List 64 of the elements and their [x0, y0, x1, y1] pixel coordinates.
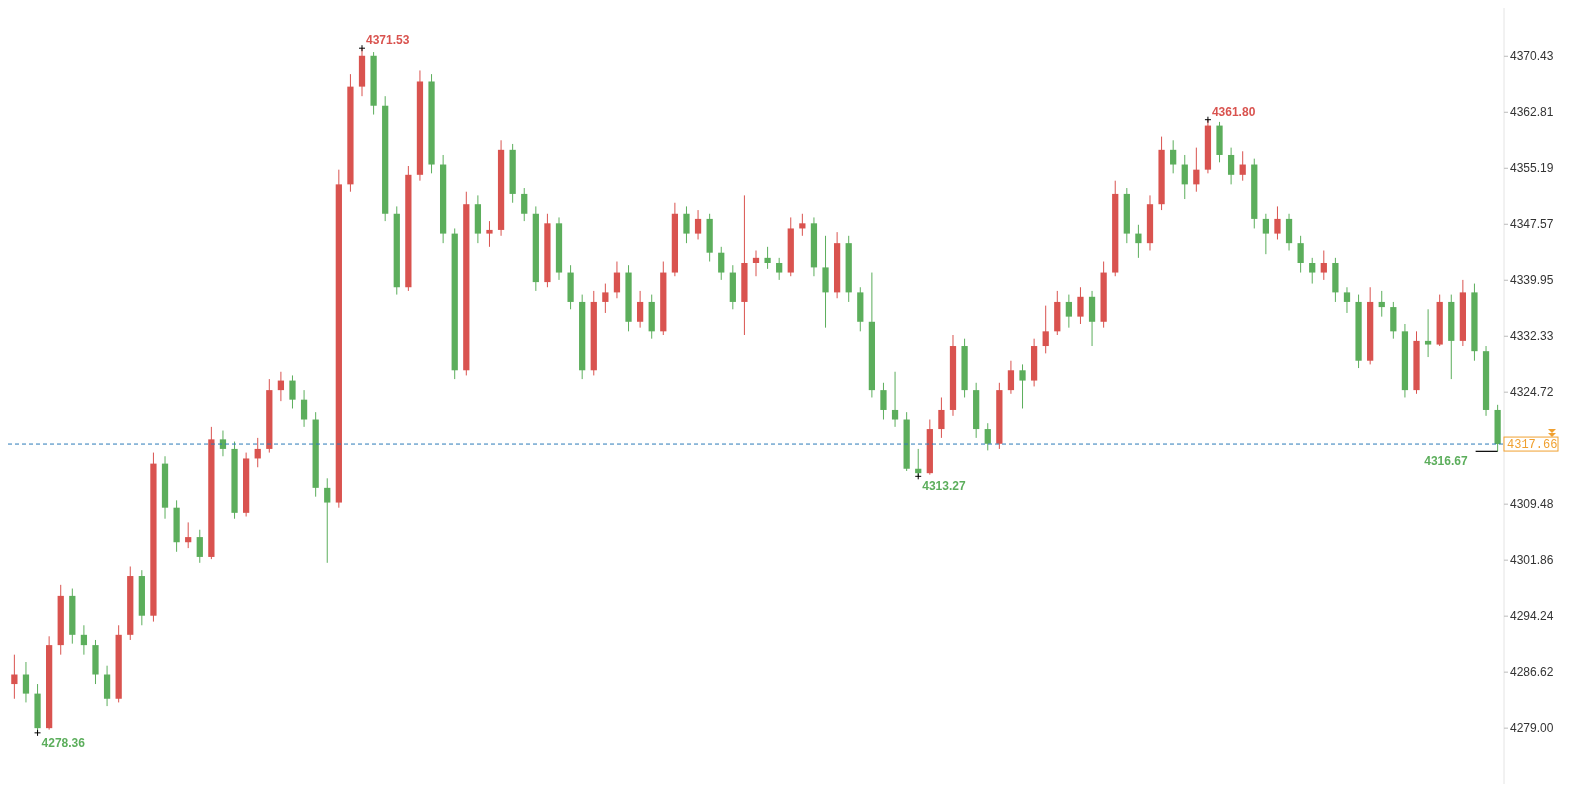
y-tick-label: 4339.95 — [1510, 273, 1554, 288]
candlestick — [185, 521, 192, 549]
candlestick — [891, 371, 899, 428]
candlestick — [196, 529, 203, 564]
candlestick — [324, 477, 331, 564]
candlestick — [22, 661, 30, 703]
candlestick — [1042, 305, 1049, 354]
candlestick — [1007, 360, 1015, 395]
candlestick — [799, 213, 806, 237]
candlestick — [80, 624, 88, 656]
candlestick — [1309, 257, 1316, 285]
candlestick — [938, 396, 945, 439]
candlestick — [1170, 139, 1177, 174]
candlestick — [636, 290, 644, 329]
y-tick-label: 4347.57 — [1510, 217, 1554, 232]
candlestick — [1378, 290, 1385, 318]
candlestick — [1065, 294, 1072, 329]
candlestick — [752, 250, 760, 277]
candlestick — [880, 382, 887, 421]
candlestick — [1424, 308, 1432, 358]
candlestick — [613, 261, 621, 299]
candlestick — [984, 422, 991, 451]
y-tick-label: 4301.86 — [1510, 553, 1554, 568]
y-tick-label: 4309.48 — [1510, 497, 1554, 512]
candlestick — [1019, 363, 1026, 409]
y-tick-label: 4370.43 — [1510, 49, 1554, 64]
y-tick-label: 4286.62 — [1510, 665, 1554, 680]
annotation: 4361.80 — [1211, 104, 1256, 119]
y-tick-label: 4355.19 — [1510, 161, 1554, 176]
candlestick — [1239, 150, 1246, 182]
candlestick — [486, 220, 493, 248]
candlestick — [289, 374, 296, 409]
candlestick — [1297, 235, 1304, 274]
candlestick — [300, 389, 308, 428]
candlestick — [764, 246, 771, 270]
y-tick-label: 4332.33 — [1510, 329, 1554, 344]
candlestick — [1320, 250, 1327, 281]
candlestick — [521, 187, 528, 222]
annotation: 4278.36 — [41, 735, 86, 750]
candlestick — [1262, 213, 1269, 255]
candlestick — [219, 430, 227, 457]
y-tick-label: 4294.24 — [1510, 609, 1554, 624]
candlestick — [1343, 286, 1351, 314]
candlestick — [1274, 205, 1281, 240]
y-tick-label: 4324.72 — [1510, 385, 1554, 400]
candlestick — [602, 283, 609, 314]
candlestick — [277, 371, 285, 402]
candlestick — [1181, 154, 1188, 200]
ref-line-label: 4317.66 — [1507, 438, 1558, 453]
candlestick — [1193, 147, 1200, 193]
candlestick — [11, 654, 18, 700]
annotation: 4313.27 — [922, 479, 966, 494]
candlestick — [683, 205, 690, 244]
candlestick — [694, 209, 702, 240]
candlestick — [776, 257, 783, 281]
candlestick — [254, 437, 261, 468]
annotation: 4371.53 — [366, 33, 410, 48]
candlestick — [1227, 147, 1235, 185]
y-tick-label: 4362.81 — [1510, 105, 1554, 120]
candlestick — [718, 246, 725, 281]
annotation: 4316.67 — [1424, 454, 1468, 469]
candlestick — [1077, 286, 1084, 325]
y-tick-label: 4279.00 — [1510, 721, 1554, 736]
candlestick — [1135, 224, 1142, 259]
